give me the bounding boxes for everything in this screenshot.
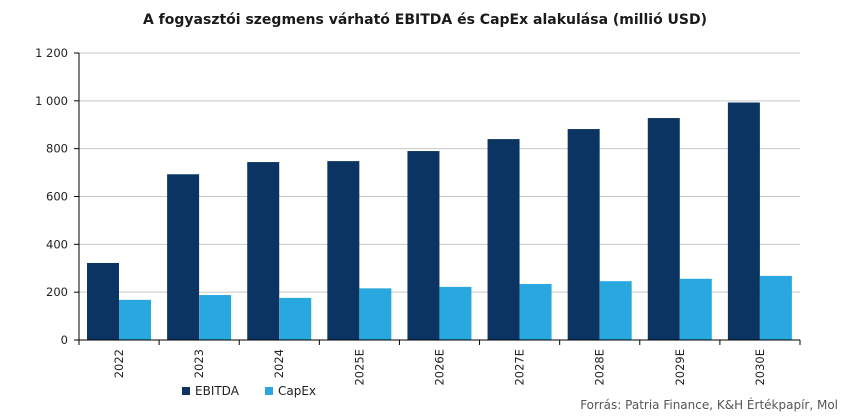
bar-capex-2029e	[679, 278, 712, 340]
y-tick-label: 200	[46, 285, 68, 299]
legend-swatch-ebitda	[182, 387, 190, 395]
legend-swatch-capex	[265, 387, 273, 395]
bar-ebitda-2027e	[487, 139, 520, 340]
bar-ebitda-2022	[87, 262, 119, 340]
y-tick-label: 0	[61, 333, 68, 347]
legend-label-ebitda: EBITDA	[195, 384, 240, 398]
bar-capex-2024	[279, 297, 312, 340]
x-tick-label: 2030E	[753, 349, 767, 386]
axes: 0 200 400 600 800 1 000 1 200 2022 2023 2024 2025E…	[35, 46, 801, 386]
x-tick-label: 2025E	[352, 349, 366, 386]
x-tick-label: 2026E	[432, 349, 446, 386]
x-tick-label: 2024	[272, 349, 286, 378]
bar-ebitda-2025e	[327, 161, 360, 340]
bar-ebitda-2029e	[647, 118, 680, 340]
bar-capex-2023	[199, 295, 232, 340]
y-tick-label: 600	[46, 190, 68, 204]
bar-capex-2028e	[599, 281, 632, 340]
x-tick-label: 2029E	[673, 349, 687, 386]
bar-capex-2027e	[519, 284, 552, 340]
source-note: Forrás: Patria Finance, K&H Értékpapír, …	[580, 397, 838, 412]
legend-label-capex: CapEx	[278, 384, 316, 398]
y-tick-label: 800	[46, 142, 68, 156]
chart-title: A fogyasztói szegmens várható EBITDA és …	[143, 12, 707, 28]
x-tick-label: 2023	[192, 349, 206, 378]
bar-capex-2022	[119, 299, 151, 340]
bar-capex-2030e	[759, 275, 792, 340]
bar-ebitda-2028e	[567, 129, 600, 340]
bar-capex-2025e	[359, 288, 392, 340]
x-tick-label: 2027E	[513, 349, 527, 386]
x-tick-label: 2028E	[593, 349, 607, 386]
x-tick-label: 2022	[112, 349, 126, 378]
y-tick-label: 400	[46, 237, 68, 251]
y-tick-label: 1 000	[35, 94, 68, 108]
bar-capex-2026e	[439, 286, 472, 340]
bars	[87, 102, 792, 340]
legend: EBITDA CapEx	[182, 384, 316, 398]
bar-ebitda-2023	[167, 174, 200, 340]
bar-ebitda-2026e	[407, 151, 440, 340]
y-tick-label: 1 200	[35, 46, 68, 60]
bar-ebitda-2030e	[727, 102, 760, 340]
bar-ebitda-2024	[247, 162, 280, 340]
